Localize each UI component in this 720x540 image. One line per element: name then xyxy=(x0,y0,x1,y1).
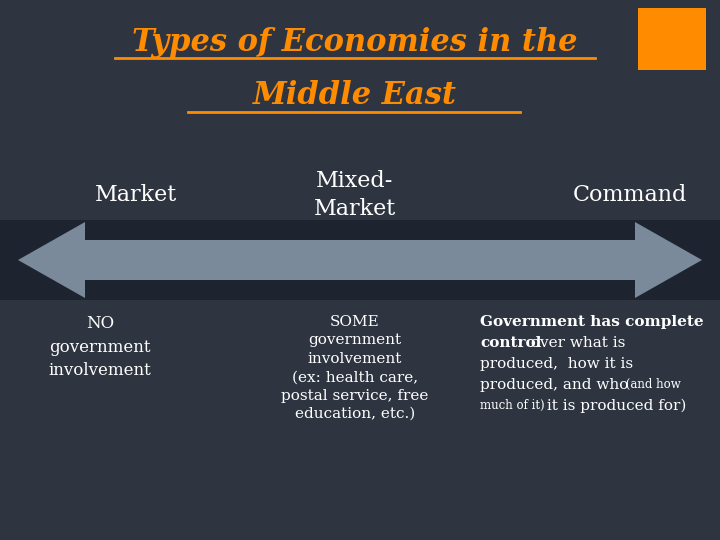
Text: Types of Economies in the: Types of Economies in the xyxy=(132,26,577,57)
Text: produced, and who: produced, and who xyxy=(480,378,629,392)
Text: Middle East: Middle East xyxy=(253,79,457,111)
Text: much of it): much of it) xyxy=(480,399,544,412)
Text: Government has complete: Government has complete xyxy=(480,315,703,329)
Text: produced,  how it is: produced, how it is xyxy=(480,357,633,371)
Bar xyxy=(638,8,706,70)
Text: NO
government
involvement: NO government involvement xyxy=(49,315,151,379)
Text: Command: Command xyxy=(573,184,687,206)
Bar xyxy=(0,220,720,300)
Text: SOME
government
involvement
(ex: health care,
postal service, free
education, et: SOME government involvement (ex: health … xyxy=(282,315,428,421)
Text: Market: Market xyxy=(95,184,177,206)
Text: Mixed-
Market: Mixed- Market xyxy=(314,171,396,220)
Text: it is produced for): it is produced for) xyxy=(542,399,686,414)
Text: (and how: (and how xyxy=(622,378,680,391)
Text: over what is: over what is xyxy=(526,336,626,350)
Text: control: control xyxy=(480,336,541,350)
Polygon shape xyxy=(18,222,702,298)
